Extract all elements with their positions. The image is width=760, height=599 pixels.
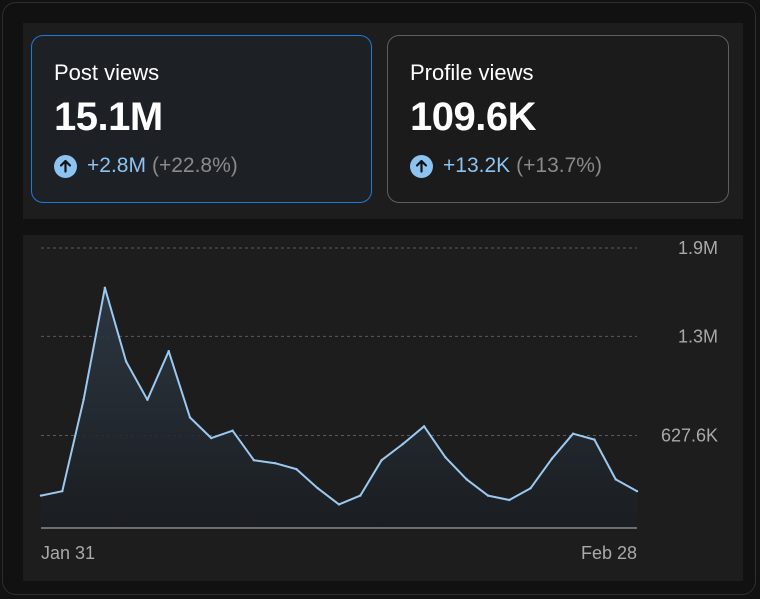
- data-point: [252, 459, 256, 462]
- data-point: [359, 494, 362, 497]
- change-percent: (+13.7%): [516, 154, 602, 177]
- y-tick-label: 627.6K: [661, 426, 718, 446]
- stats-panel: Post views 15.1M +2.8M (+22.8%) Profile …: [23, 23, 743, 219]
- views-chart-panel: 627.6K 1.3M 1.9M Jan 31 Feb 28: [23, 235, 743, 581]
- data-point: [635, 489, 639, 493]
- data-point: [61, 489, 64, 493]
- profile-views-card[interactable]: Profile views 109.6K +13.2K (+13.7%): [387, 35, 729, 203]
- change-amount: +13.2K: [443, 154, 511, 177]
- data-point: [444, 456, 447, 459]
- x-tick-label: Jan 31: [41, 543, 95, 563]
- data-point: [422, 425, 426, 428]
- data-point: [103, 286, 107, 289]
- data-point: [124, 360, 128, 363]
- card-change: +2.8M (+22.8%): [54, 154, 349, 178]
- data-point: [508, 498, 511, 502]
- data-point: [273, 461, 277, 465]
- data-point: [231, 429, 234, 432]
- data-point: [593, 438, 596, 441]
- data-point: [39, 494, 43, 497]
- views-area-chart[interactable]: 627.6K 1.3M 1.9M Jan 31 Feb 28: [23, 235, 743, 581]
- card-title: Post views: [54, 60, 160, 85]
- arrow-up-icon: [410, 154, 433, 178]
- data-point: [210, 436, 213, 440]
- card-change: +13.2K (+13.7%): [410, 154, 706, 178]
- arrow-up-icon: [54, 154, 77, 178]
- data-point: [167, 349, 170, 353]
- data-point: [82, 398, 85, 401]
- data-point: [571, 432, 575, 435]
- area-fill: [41, 287, 637, 528]
- x-tick-label: Feb 28: [581, 543, 637, 563]
- data-point: [529, 487, 532, 490]
- data-point: [316, 487, 319, 490]
- data-point: [550, 457, 554, 460]
- data-point: [188, 416, 192, 419]
- change-amount: +2.8M: [87, 154, 146, 177]
- card-title: Profile views: [410, 60, 534, 85]
- post-views-card[interactable]: Post views 15.1M +2.8M (+22.8%): [31, 35, 372, 203]
- card-value: 15.1M: [54, 95, 163, 139]
- card-value: 109.6K: [410, 95, 536, 139]
- change-percent: (+22.8%): [151, 154, 238, 177]
- data-point: [295, 467, 298, 471]
- data-point: [146, 398, 149, 401]
- data-point: [337, 503, 341, 506]
- data-point: [401, 442, 405, 446]
- y-tick-label: 1.3M: [678, 326, 718, 346]
- data-point: [486, 494, 490, 497]
- data-point: [614, 478, 617, 481]
- y-tick-label: 1.9M: [678, 238, 718, 258]
- data-point: [465, 478, 468, 481]
- data-point: [380, 459, 383, 462]
